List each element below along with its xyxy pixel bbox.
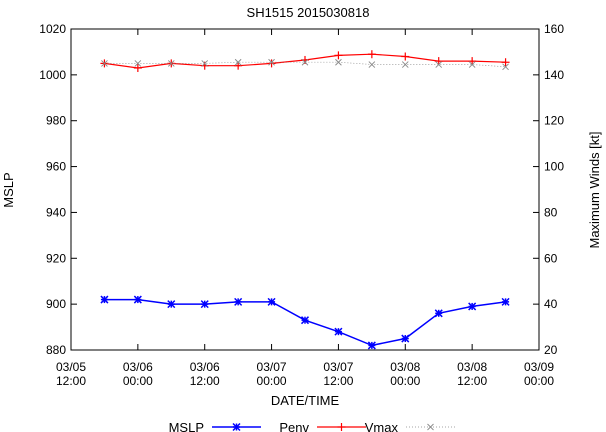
series-mslp-point bbox=[401, 334, 410, 343]
series-vmax-point bbox=[301, 58, 309, 66]
x-tick-label-time: 12:00 bbox=[190, 374, 220, 388]
series-mslp-point bbox=[100, 295, 109, 304]
right-y-axis: 20 40 60 80 100 120 140 160 bbox=[533, 22, 564, 357]
plot-area: 03/0512:0003/0600:0003/0612:0003/0700:00… bbox=[39, 22, 564, 388]
legend-marker-mslp bbox=[232, 422, 241, 432]
x-tick-label-date: 03/07 bbox=[323, 360, 353, 374]
legend: MSLP Penv Vmax bbox=[169, 420, 455, 432]
series-vmax-point bbox=[401, 61, 409, 68]
x-tick-label-time: 00:00 bbox=[390, 374, 420, 388]
series-penv-point bbox=[367, 50, 376, 59]
x-axis-label: DATE/TIME bbox=[271, 393, 340, 408]
series-penv-point bbox=[501, 58, 510, 67]
series-mslp-point bbox=[133, 295, 142, 304]
series-vmax-point bbox=[468, 61, 476, 68]
series-penv bbox=[100, 50, 510, 72]
right-y-tick-label: 120 bbox=[544, 114, 564, 128]
right-y-tick-label: 80 bbox=[544, 205, 558, 219]
right-y-tick-label: 100 bbox=[544, 160, 564, 174]
right-y-tick-label: 140 bbox=[544, 68, 564, 82]
x-tick-label-date: 03/08 bbox=[457, 360, 487, 374]
series-vmax-point bbox=[368, 61, 376, 68]
legend-label-mslp: MSLP bbox=[169, 420, 204, 432]
series-vmax-point bbox=[502, 63, 509, 71]
series-penv-point bbox=[234, 61, 243, 70]
series-penv-point bbox=[267, 59, 276, 68]
right-y-tick-label: 40 bbox=[544, 297, 558, 311]
series-mslp-point bbox=[334, 327, 343, 336]
series-mslp-point bbox=[234, 297, 243, 306]
left-y-tick-label: 940 bbox=[46, 205, 66, 219]
left-y-tick-label: 1020 bbox=[39, 22, 66, 36]
left-y-tick-label: 1000 bbox=[39, 68, 66, 82]
left-y-tick-label: 880 bbox=[46, 343, 66, 357]
x-tick-label-date: 03/06 bbox=[190, 360, 220, 374]
legend-marker-penv bbox=[337, 423, 346, 431]
legend-marker-vmax bbox=[427, 423, 434, 431]
series-vmax-point bbox=[201, 60, 209, 67]
left-y-tick-label: 980 bbox=[46, 114, 66, 128]
series-vmax-point bbox=[234, 58, 242, 66]
series-penv-point bbox=[334, 51, 343, 60]
right-y-axis-label: Maximum Winds [kt] bbox=[587, 131, 602, 248]
x-tick-label-date: 03/08 bbox=[390, 360, 420, 374]
series-mslp-point bbox=[501, 297, 510, 306]
x-tick-label-time: 12:00 bbox=[457, 374, 487, 388]
x-tick-label-time: 00:00 bbox=[257, 374, 287, 388]
x-tick-label-date: 03/06 bbox=[123, 360, 153, 374]
left-y-axis: 880 900 920 940 960 980 1000 1020 bbox=[39, 22, 77, 357]
chart-title: SH1515 2015030818 bbox=[247, 5, 370, 20]
series-vmax-point bbox=[335, 58, 342, 66]
x-tick-label-date: 03/07 bbox=[257, 360, 287, 374]
x-tick-label-time: 12:00 bbox=[323, 374, 353, 388]
series-penv-point bbox=[133, 63, 142, 72]
series-mslp-point bbox=[468, 302, 477, 311]
series-vmax-point bbox=[134, 60, 142, 67]
series-mslp-point bbox=[367, 341, 376, 350]
series-penv-point bbox=[401, 52, 410, 61]
series-mslp-point bbox=[167, 300, 176, 309]
left-y-tick-label: 900 bbox=[46, 297, 66, 311]
series-vmax bbox=[101, 58, 509, 71]
series-penv-point bbox=[434, 57, 443, 66]
series-penv-point bbox=[468, 57, 477, 66]
series-mslp-point bbox=[434, 309, 443, 318]
series-vmax-point bbox=[167, 60, 175, 67]
series-vmax-point bbox=[101, 60, 108, 67]
series-mslp-point bbox=[300, 316, 310, 325]
left-y-axis-label: MSLP bbox=[1, 172, 16, 207]
right-y-tick-label: 160 bbox=[544, 22, 564, 36]
series-mslp bbox=[100, 295, 510, 350]
series-vmax-point bbox=[268, 58, 275, 66]
x-tick-label-date: 03/09 bbox=[524, 360, 554, 374]
series-layer bbox=[100, 50, 510, 350]
legend-label-penv: Penv bbox=[279, 420, 309, 432]
left-y-tick-label: 920 bbox=[46, 251, 66, 265]
left-y-tick-label: 960 bbox=[46, 160, 66, 174]
series-mslp-point bbox=[200, 300, 209, 309]
x-axis: 03/0512:0003/0600:0003/0612:0003/0700:00… bbox=[56, 29, 554, 388]
right-y-tick-label: 60 bbox=[544, 251, 558, 265]
series-vmax-point bbox=[435, 61, 443, 68]
x-tick-label-date: 03/05 bbox=[56, 360, 86, 374]
plot-frame bbox=[70, 28, 540, 351]
x-tick-label-time: 00:00 bbox=[524, 374, 554, 388]
series-mslp-point bbox=[267, 297, 276, 306]
right-y-tick-label: 20 bbox=[544, 343, 558, 357]
x-tick-label-time: 12:00 bbox=[56, 374, 86, 388]
x-tick-label-time: 00:00 bbox=[123, 374, 153, 388]
legend-label-vmax: Vmax bbox=[365, 420, 399, 432]
